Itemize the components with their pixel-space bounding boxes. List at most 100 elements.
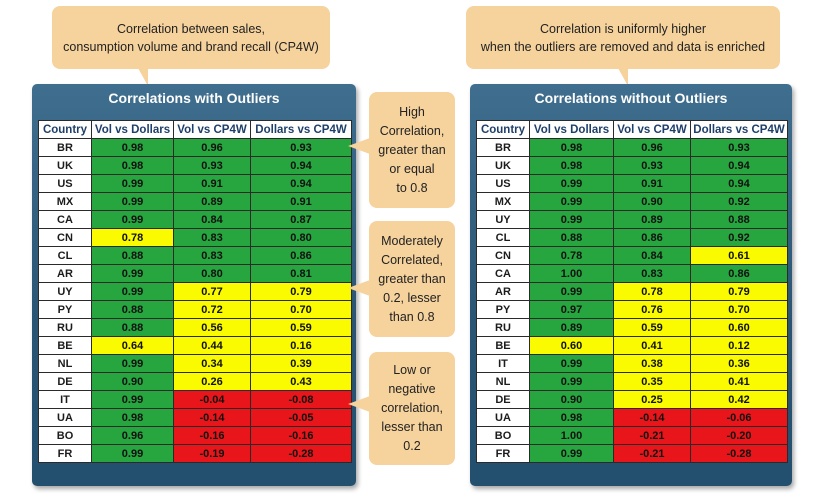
vol-vs-dollars-cell: 0.99 — [529, 210, 614, 229]
table-row: BE 0.64 0.44 0.16 — [38, 336, 352, 355]
dollars-vs-cp4w-cell: 0.12 — [690, 336, 788, 355]
dollars-vs-cp4w-cell: -0.28 — [250, 444, 352, 463]
vol-vs-cp4w-cell: 0.35 — [613, 372, 691, 391]
dollars-vs-cp4w-cell: -0.20 — [690, 426, 788, 445]
callout-high-pointer — [348, 138, 370, 154]
callout-low-line: correlation, — [381, 401, 443, 415]
callout-high-line: or equal — [389, 161, 435, 176]
table-row: MX 0.99 0.90 0.92 — [476, 192, 788, 211]
vol-vs-cp4w-cell: 0.56 — [173, 318, 251, 337]
country-cell: IT — [476, 354, 530, 373]
vol-vs-dollars-cell: 0.99 — [91, 282, 174, 301]
table-row: UY 0.99 0.89 0.88 — [476, 210, 788, 229]
vol-vs-cp4w-cell: 0.96 — [613, 138, 691, 157]
table-row: CA 1.00 0.83 0.86 — [476, 264, 788, 283]
table-row: BO 0.96 -0.16 -0.16 — [38, 426, 352, 445]
table-row: RU 0.88 0.56 0.59 — [38, 318, 352, 337]
vol-vs-dollars-cell: 0.78 — [529, 246, 614, 265]
callout-high: High Correlation, greater than or equal … — [369, 92, 455, 208]
table-row: AR 0.99 0.78 0.79 — [476, 282, 788, 301]
vol-vs-cp4w-cell: 0.84 — [173, 210, 251, 229]
callout-high-line: High — [399, 104, 425, 119]
vol-vs-dollars-cell: 0.99 — [529, 444, 614, 463]
table-with-outliers: Country Vol vs Dollars Vol vs CP4W Dolla… — [38, 120, 352, 463]
country-cell: AR — [38, 264, 92, 283]
vol-vs-cp4w-cell: 0.77 — [173, 282, 251, 301]
vol-vs-cp4w-cell: 0.96 — [173, 138, 251, 157]
vol-vs-dollars-cell: 0.98 — [529, 156, 614, 175]
table-row: UA 0.98 -0.14 -0.05 — [38, 408, 352, 427]
vol-vs-cp4w-cell: 0.83 — [173, 246, 251, 265]
country-cell: CL — [476, 228, 530, 247]
country-cell: UA — [476, 408, 530, 427]
callout-right-top-line2: when the outliers are removed and data i… — [480, 39, 766, 54]
callout-moderate-pointer — [348, 280, 370, 296]
vol-vs-cp4w-cell: 0.83 — [613, 264, 691, 283]
table-row: UK 0.98 0.93 0.94 — [38, 156, 352, 175]
table-row: CN 0.78 0.84 0.61 — [476, 246, 788, 265]
table-row: CN 0.78 0.83 0.80 — [38, 228, 352, 247]
vol-vs-cp4w-cell: -0.21 — [613, 426, 691, 445]
country-cell: UY — [476, 210, 530, 229]
country-cell: BO — [476, 426, 530, 445]
vol-vs-dollars-cell: 0.88 — [91, 318, 174, 337]
table-row: BR 0.98 0.96 0.93 — [38, 138, 352, 157]
vol-vs-cp4w-cell: 0.38 — [613, 354, 691, 373]
callout-moderate-line: than 0.8 — [389, 309, 435, 324]
callout-low-line: Low or — [393, 363, 431, 377]
callout-right-top-line1: Correlation is uniformly higher — [539, 21, 707, 36]
vol-vs-cp4w-cell: 0.59 — [613, 318, 691, 337]
vol-vs-dollars-cell: 0.99 — [91, 390, 174, 409]
country-cell: UK — [38, 156, 92, 175]
dollars-vs-cp4w-cell: -0.06 — [690, 408, 788, 427]
dollars-vs-cp4w-cell: 0.60 — [690, 318, 788, 337]
dollars-vs-cp4w-cell: 0.87 — [250, 210, 352, 229]
panel-title-without-outliers: Correlations without Outliers — [534, 90, 728, 106]
vol-vs-dollars-cell: 0.60 — [529, 336, 614, 355]
vol-vs-cp4w-cell: 0.34 — [173, 354, 251, 373]
callout-left-top: Correlation between sales, consumption v… — [52, 6, 330, 69]
vol-vs-dollars-cell: 0.89 — [529, 318, 614, 337]
vol-vs-dollars-cell: 0.90 — [91, 372, 174, 391]
dollars-vs-cp4w-cell: 0.70 — [690, 300, 788, 319]
dollars-vs-cp4w-cell: 0.42 — [690, 390, 788, 409]
callout-low-line: lesser than — [381, 420, 443, 434]
vol-vs-cp4w-cell: 0.86 — [613, 228, 691, 247]
table-row: RU 0.89 0.59 0.60 — [476, 318, 788, 337]
table-row: BR 0.98 0.96 0.93 — [476, 138, 788, 157]
vol-vs-cp4w-cell: -0.04 — [173, 390, 251, 409]
vol-vs-dollars-cell: 0.99 — [91, 444, 174, 463]
dollars-vs-cp4w-cell: 0.88 — [690, 210, 788, 229]
dollars-vs-cp4w-cell: 0.16 — [250, 336, 352, 355]
vol-vs-dollars-cell: 0.98 — [91, 156, 174, 175]
callout-moderate-line: Moderately — [381, 233, 443, 248]
table-row: BO 1.00 -0.21 -0.20 — [476, 426, 788, 445]
vol-vs-cp4w-cell: 0.44 — [173, 336, 251, 355]
vol-vs-dollars-cell: 0.99 — [91, 192, 174, 211]
vol-vs-cp4w-cell: 0.41 — [613, 336, 691, 355]
dollars-vs-cp4w-cell: 0.36 — [690, 354, 788, 373]
dollars-vs-cp4w-cell: 0.79 — [690, 282, 788, 301]
vol-vs-dollars-cell: 0.97 — [529, 300, 614, 319]
table-row: CL 0.88 0.86 0.92 — [476, 228, 788, 247]
table-row: BE 0.60 0.41 0.12 — [476, 336, 788, 355]
country-cell: UK — [476, 156, 530, 175]
vol-vs-dollars-cell: 0.99 — [529, 354, 614, 373]
table-row: NL 0.99 0.35 0.41 — [476, 372, 788, 391]
vol-vs-dollars-cell: 0.88 — [529, 228, 614, 247]
dollars-vs-cp4w-cell: 0.81 — [250, 264, 352, 283]
dollars-vs-cp4w-cell: 0.94 — [690, 156, 788, 175]
country-cell: CN — [476, 246, 530, 265]
vol-vs-dollars-cell: 0.78 — [91, 228, 174, 247]
table-row: US 0.99 0.91 0.94 — [38, 174, 352, 193]
header-vol-vs-cp4w: Vol vs CP4W — [173, 120, 251, 139]
callout-low-pointer — [348, 396, 370, 412]
vol-vs-dollars-cell: 0.99 — [91, 354, 174, 373]
country-cell: BE — [476, 336, 530, 355]
header-row: Country Vol vs Dollars Vol vs CP4W Dolla… — [38, 120, 352, 139]
dollars-vs-cp4w-cell: 0.92 — [690, 192, 788, 211]
vol-vs-cp4w-cell: 0.93 — [173, 156, 251, 175]
country-cell: BO — [38, 426, 92, 445]
header-dollars-vs-cp4w: Dollars vs CP4W — [690, 120, 788, 139]
vol-vs-cp4w-cell: 0.80 — [173, 264, 251, 283]
